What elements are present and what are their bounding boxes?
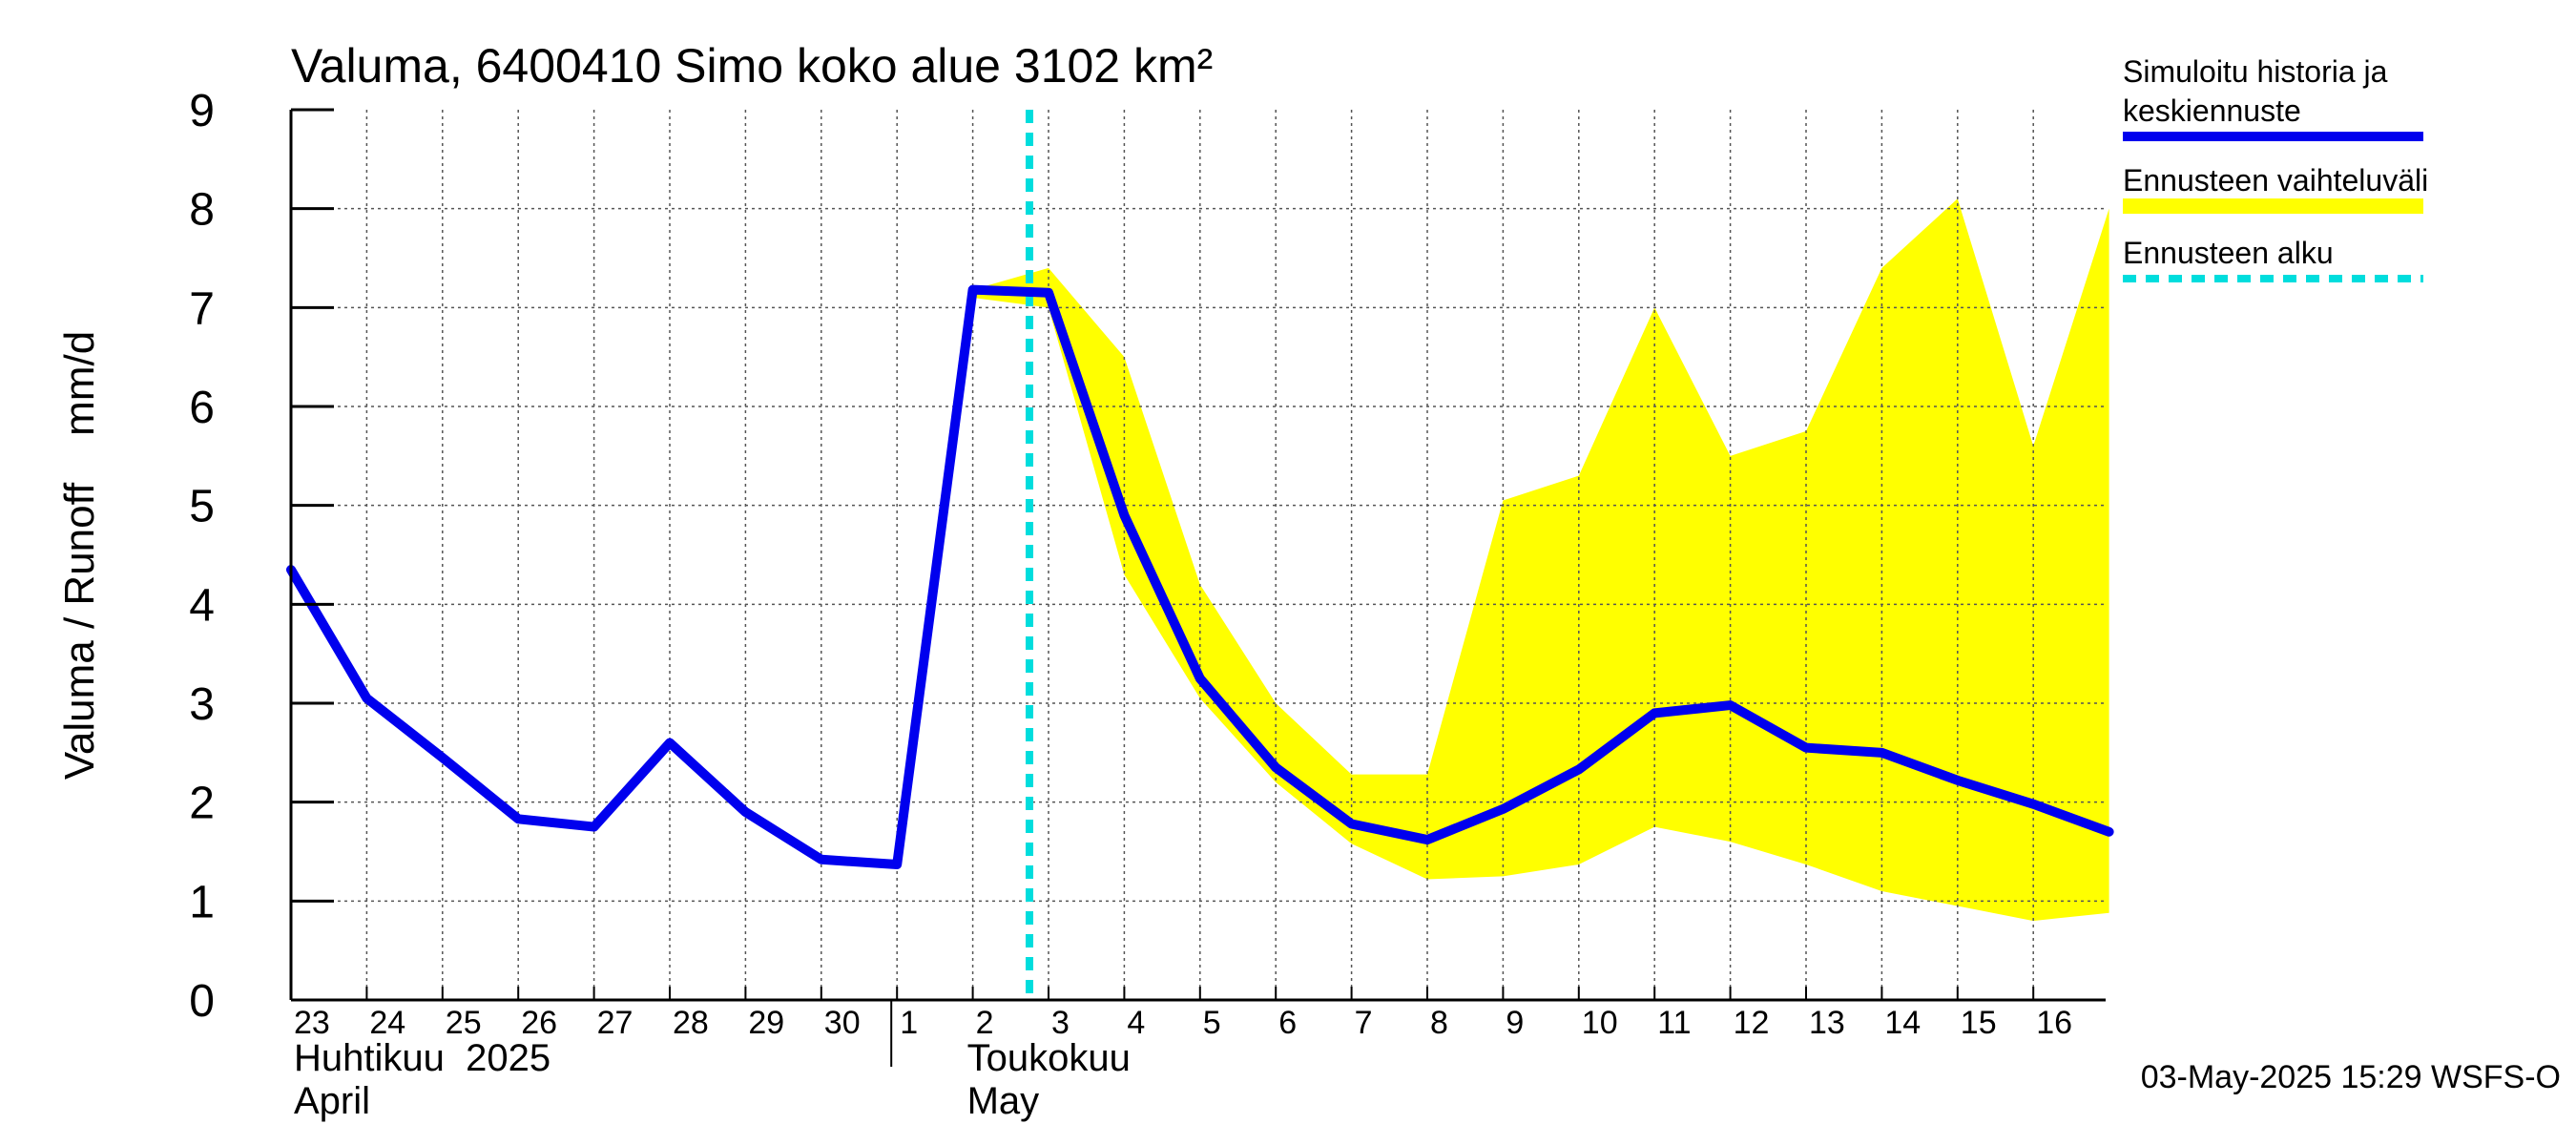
x-tick-label: 28 xyxy=(673,1005,709,1041)
series-line-0 xyxy=(286,284,2114,869)
x-tick-label: 4 xyxy=(1127,1005,1145,1041)
x-tick-label: 14 xyxy=(1884,1005,1921,1041)
series-line-layer xyxy=(286,284,2114,869)
x-tick-label: 9 xyxy=(1506,1005,1524,1041)
y-tick-label: 0 xyxy=(189,976,215,1027)
x-tick-label: 30 xyxy=(824,1005,861,1041)
month-label-en: April xyxy=(294,1080,370,1122)
y-tick-label: 3 xyxy=(189,679,215,730)
x-tick-label: 3 xyxy=(1051,1005,1070,1041)
x-tick-label: 24 xyxy=(369,1005,405,1041)
y-tick-label: 1 xyxy=(189,877,215,927)
x-tick-label: 12 xyxy=(1734,1005,1770,1041)
y-tick-label: 2 xyxy=(189,779,215,829)
x-tick-label: 13 xyxy=(1809,1005,1845,1041)
month-label-fi: Toukokuu xyxy=(967,1037,1131,1079)
month-label-fi: Huhtikuu 2025 xyxy=(294,1037,551,1079)
legend-marker-label: Ennusteen alku xyxy=(2123,236,2334,270)
x-tick-label: 23 xyxy=(294,1005,330,1041)
legend-band-label: Ennusteen vaihteluväli xyxy=(2123,163,2428,198)
x-tick-label: 8 xyxy=(1430,1005,1448,1041)
x-tick-label: 26 xyxy=(521,1005,557,1041)
x-tick-label: 6 xyxy=(1278,1005,1297,1041)
x-tick-label: 5 xyxy=(1203,1005,1221,1041)
x-tick-label: 16 xyxy=(2036,1005,2072,1041)
legend-main-label-line1: Simuloitu historia ja xyxy=(2123,54,2388,89)
y-tick-label: 7 xyxy=(189,283,215,334)
y-tick-label: 4 xyxy=(189,580,215,631)
legend: Simuloitu historia ja keskiennuste Ennus… xyxy=(2123,54,2428,282)
month-label-en: May xyxy=(967,1080,1040,1122)
y-tick-label: 5 xyxy=(189,482,215,532)
y-tick-label: 8 xyxy=(189,185,215,236)
y-tick-label: 9 xyxy=(189,86,215,136)
x-tick-label: 29 xyxy=(748,1005,784,1041)
y-axis-label: Valuma / Runoff mm/d xyxy=(56,331,103,780)
y-tick-label: 6 xyxy=(189,383,215,433)
x-tick-label: 1 xyxy=(900,1005,918,1041)
legend-main-label-line2: keskiennuste xyxy=(2123,94,2301,128)
x-tick-label: 25 xyxy=(446,1005,482,1041)
footer-timestamp: 03-May-2025 15:29 WSFS-O xyxy=(2141,1059,2561,1095)
x-tick-label: 15 xyxy=(1961,1005,1997,1041)
x-tick-label: 7 xyxy=(1355,1005,1373,1041)
grid-layer xyxy=(291,110,2106,1000)
x-tick-label: 10 xyxy=(1582,1005,1618,1041)
chart-title: Valuma, 6400410 Simo koko alue 3102 km² xyxy=(291,39,1213,93)
x-tick-label: 11 xyxy=(1657,1005,1691,1041)
x-tick-label: 27 xyxy=(597,1005,634,1041)
x-tick-label: 2 xyxy=(976,1005,994,1041)
